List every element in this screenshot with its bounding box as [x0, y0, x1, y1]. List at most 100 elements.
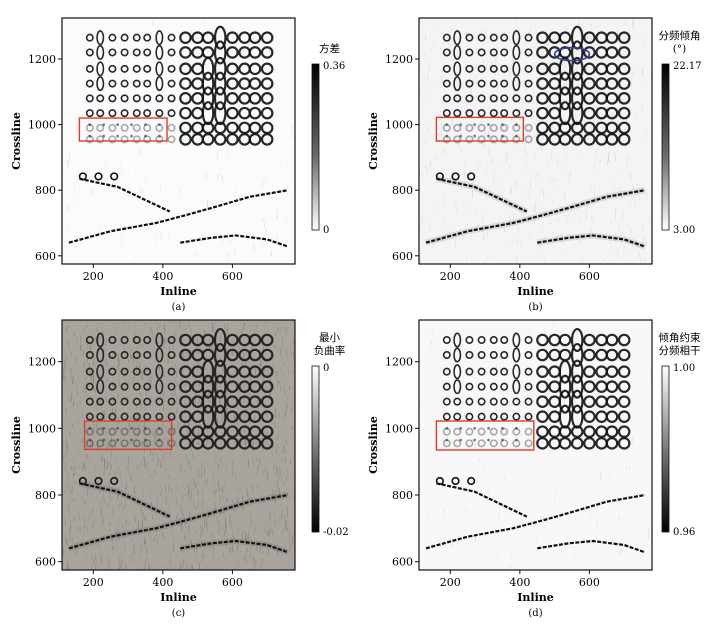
- weak-dot: [459, 427, 462, 430]
- y-tick-label: 600: [392, 250, 413, 263]
- colorbar: [312, 64, 319, 230]
- x-tick-label: 200: [440, 270, 461, 283]
- y-tick-label: 600: [35, 556, 56, 569]
- x-axis-label: Inline: [160, 285, 197, 298]
- y-tick-label: 800: [35, 184, 56, 197]
- y-tick-label: 1000: [385, 119, 413, 132]
- colorbar: [662, 64, 669, 230]
- y-axis-label: Crossline: [10, 112, 23, 170]
- weak-dot: [130, 427, 133, 430]
- colorbar-title: 倾角约束: [659, 331, 701, 344]
- weak-dot: [116, 135, 119, 138]
- colorbar-min-label: 3.00: [673, 225, 695, 236]
- weak-dot: [116, 123, 119, 126]
- weak-dot: [515, 427, 518, 430]
- colorbar-min-label: 0: [323, 225, 329, 236]
- x-axis-label: Inline: [517, 591, 554, 604]
- weak-dot: [459, 135, 462, 138]
- weak-dot: [515, 439, 518, 442]
- weak-dot: [473, 439, 476, 442]
- y-axis-label: Crossline: [367, 416, 380, 474]
- weak-dot: [144, 123, 147, 126]
- weak-dot: [144, 427, 147, 430]
- y-tick-label: 800: [392, 184, 413, 197]
- weak-dot: [515, 123, 518, 126]
- weak-dot: [515, 135, 518, 138]
- weak-dot: [445, 439, 448, 442]
- colorbar-min-label: 0.96: [673, 527, 695, 538]
- x-tick-label: 200: [83, 576, 104, 589]
- y-tick-label: 1000: [28, 119, 56, 132]
- y-tick-label: 1000: [28, 422, 56, 435]
- weak-dot: [487, 439, 490, 442]
- weak-dot: [102, 123, 105, 126]
- y-axis-label: Crossline: [367, 112, 380, 170]
- colorbar-title: 方差: [319, 42, 340, 55]
- weak-dot: [501, 123, 504, 126]
- weak-dot: [487, 135, 490, 138]
- weak-dot: [487, 427, 490, 430]
- weak-dot: [102, 439, 105, 442]
- y-tick-label: 1200: [385, 356, 413, 369]
- y-axis-label: Crossline: [10, 416, 23, 474]
- x-tick-label: 600: [222, 270, 243, 283]
- x-tick-label: 400: [509, 576, 530, 589]
- x-tick-label: 400: [152, 270, 173, 283]
- weak-dot: [445, 123, 448, 126]
- y-tick-label: 600: [35, 250, 56, 263]
- weak-dot: [144, 135, 147, 138]
- x-tick-label: 600: [222, 576, 243, 589]
- y-tick-label: 1200: [28, 356, 56, 369]
- weak-dot: [144, 439, 147, 442]
- colorbar: [662, 366, 669, 532]
- weak-dot: [473, 135, 476, 138]
- weak-dot: [158, 427, 161, 430]
- weak-dot: [158, 135, 161, 138]
- colorbar-title: 分频倾角: [659, 29, 701, 42]
- weak-dot: [459, 123, 462, 126]
- y-tick-label: 800: [392, 489, 413, 502]
- noise-mark: [68, 570, 69, 577]
- weak-dot: [445, 135, 448, 138]
- weak-dot: [116, 439, 119, 442]
- x-tick-label: 200: [440, 576, 461, 589]
- x-tick-label: 400: [509, 270, 530, 283]
- x-axis-label: Inline: [160, 591, 197, 604]
- weak-dot: [473, 427, 476, 430]
- colorbar-title: 负曲率: [314, 344, 346, 357]
- x-tick-label: 400: [152, 576, 173, 589]
- weak-dot: [501, 427, 504, 430]
- panel-caption: (d): [528, 608, 542, 619]
- weak-dot: [88, 427, 91, 430]
- noise-mark: [269, 570, 270, 578]
- weak-dot: [158, 123, 161, 126]
- weak-dot: [473, 123, 476, 126]
- colorbar: [312, 366, 319, 532]
- weak-dot: [130, 439, 133, 442]
- weak-dot: [130, 135, 133, 138]
- weak-dot: [459, 439, 462, 442]
- x-tick-label: 600: [579, 270, 600, 283]
- weak-dot: [116, 427, 119, 430]
- colorbar-max-label: 1.00: [673, 363, 695, 374]
- colorbar-max-label: 0.36: [323, 61, 345, 72]
- colorbar-title: 最小: [319, 332, 340, 344]
- y-tick-label: 600: [392, 556, 413, 569]
- weak-dot: [130, 123, 133, 126]
- panel-c: 200 400 600 600 800 1000 1200 Inline Crossline (c…: [0, 312, 357, 625]
- y-tick-label: 800: [35, 489, 56, 502]
- panel-caption: (c): [172, 608, 186, 619]
- x-tick-label: 600: [579, 576, 600, 589]
- x-tick-label: 200: [83, 270, 104, 283]
- y-tick-label: 1200: [28, 53, 56, 66]
- colorbar-title: 分频相干: [659, 344, 701, 357]
- y-tick-label: 1200: [385, 53, 413, 66]
- x-axis-label: Inline: [517, 285, 554, 298]
- weak-dot: [88, 439, 91, 442]
- colorbar-title: (°): [673, 43, 686, 55]
- weak-dot: [158, 439, 161, 442]
